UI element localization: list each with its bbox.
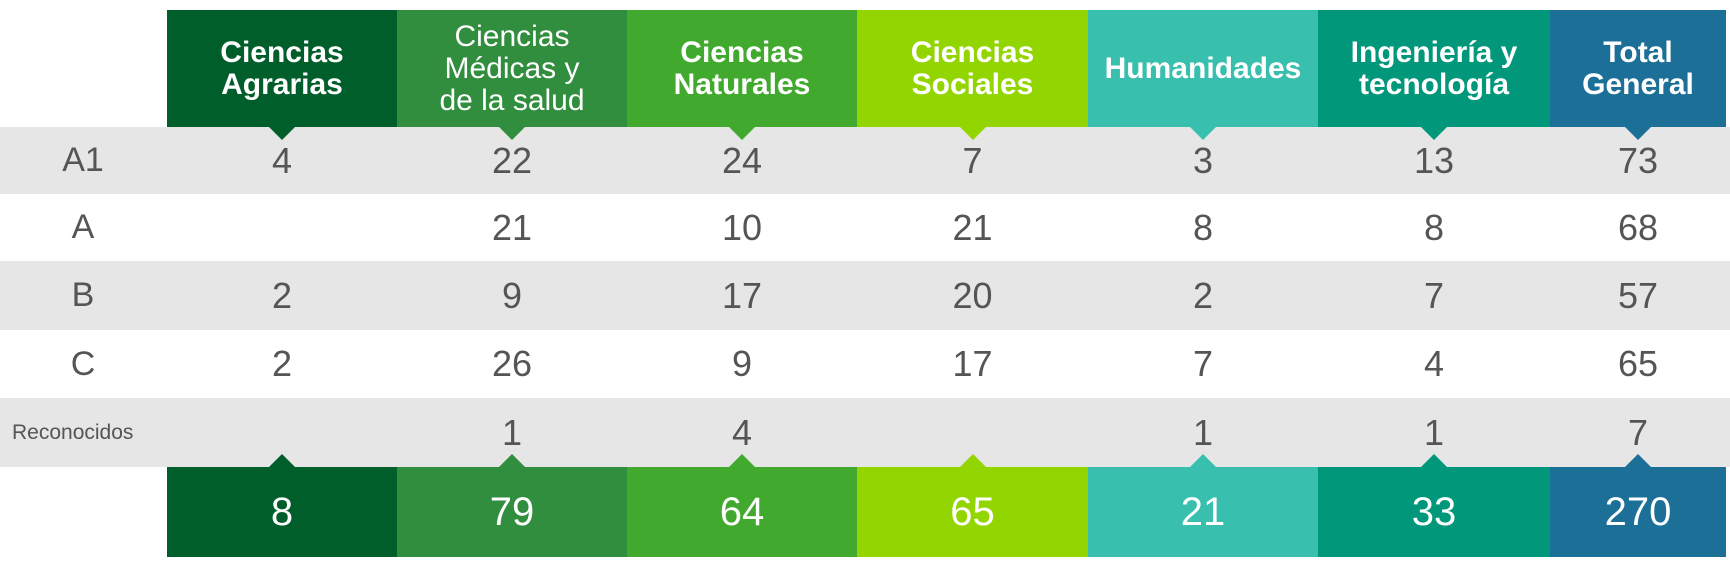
total-cell-6: 270 [1550, 454, 1726, 557]
total-value: 21 [1180, 489, 1226, 534]
up-arrow-icon [269, 454, 295, 467]
total-value: 64 [719, 489, 765, 534]
table-cell: 4 [731, 411, 753, 453]
table-cell: 73 [1617, 139, 1659, 181]
row-label: C [70, 344, 96, 383]
column-header-label: Ingeniería y tecnología [1350, 35, 1518, 101]
table-cell: 26 [491, 343, 533, 384]
total-cell-0: 8 [167, 454, 397, 557]
column-header-3: Ciencias Sociales [857, 10, 1088, 140]
up-arrow-icon [1421, 454, 1447, 467]
table-cell: 21 [491, 206, 533, 248]
table-cell: 1 [501, 411, 523, 453]
column-header-label: Ciencias Sociales [910, 35, 1035, 101]
table-cell: 7 [1192, 343, 1214, 384]
row-band-1 [0, 194, 1730, 261]
total-value: 8 [270, 489, 294, 534]
down-arrow-icon [1190, 127, 1216, 140]
table-cell: 2 [1192, 274, 1214, 316]
down-arrow-icon [499, 127, 525, 140]
table-cell: 8 [1192, 206, 1214, 248]
column-header-label: Ciencias Agrarias [220, 35, 344, 101]
total-cell-5: 33 [1318, 454, 1550, 557]
total-value: 33 [1411, 489, 1457, 534]
table-cell: 7 [1627, 411, 1649, 453]
table-cell: 4 [271, 139, 293, 181]
column-header-2: Ciencias Naturales [627, 10, 857, 140]
table-cell: 4 [1423, 343, 1445, 384]
table-cell: 21 [952, 206, 993, 248]
up-arrow-icon [959, 454, 986, 467]
table-cell: 22 [491, 139, 533, 181]
total-cell-3: 65 [857, 454, 1088, 557]
table-cell: 7 [1423, 274, 1445, 316]
row-label: Reconocidos [12, 420, 134, 444]
table-cell: 68 [1617, 206, 1659, 248]
table-cell: 2 [271, 343, 293, 384]
row-label: A [71, 208, 95, 246]
column-header-4: Humanidades [1088, 10, 1318, 140]
total-cell-1: 79 [397, 454, 627, 557]
table-cell: 17 [952, 343, 993, 384]
table-cell [167, 194, 397, 261]
table-cell: 1 [1423, 411, 1445, 453]
column-header-5: Ingeniería y tecnología [1318, 10, 1550, 140]
column-header-0: Ciencias Agrarias [167, 10, 397, 140]
table-cell: 9 [731, 343, 753, 384]
up-arrow-icon [499, 454, 525, 467]
row-band-2 [0, 261, 1730, 330]
down-arrow-icon [729, 127, 755, 140]
table-cell: 65 [1617, 343, 1659, 384]
total-value: 79 [489, 489, 535, 534]
row-label: A1 [62, 141, 104, 179]
row-label: B [71, 276, 95, 314]
down-arrow-icon [1421, 127, 1447, 140]
total-cell-2: 64 [627, 454, 857, 557]
column-header-6: Total General [1550, 10, 1726, 140]
total-value: 65 [950, 489, 995, 534]
table-cell: 13 [1413, 139, 1455, 181]
column-header-1: Ciencias Médicas y de la salud [397, 10, 627, 140]
row-band-3 [0, 330, 1730, 398]
table-cell: 2 [271, 274, 293, 316]
table-cell: 8 [1423, 206, 1445, 248]
table-cell: 17 [721, 274, 763, 316]
table-cell: 20 [952, 274, 993, 316]
down-arrow-icon [959, 127, 986, 140]
table-cell: 10 [721, 206, 763, 248]
table-cell: 57 [1617, 274, 1659, 316]
down-arrow-icon [1625, 127, 1651, 140]
total-cell-4: 21 [1088, 454, 1318, 557]
down-arrow-icon [269, 127, 295, 140]
column-header-label: Ciencias Naturales [673, 35, 811, 101]
total-value: 270 [1604, 489, 1672, 534]
table-cell: 9 [501, 274, 523, 316]
column-header-label: Humanidades [1104, 51, 1302, 85]
table-cell: 24 [721, 139, 763, 181]
table-cell: 7 [962, 139, 983, 181]
table-cell: 1 [1192, 411, 1214, 453]
up-arrow-icon [1625, 454, 1651, 467]
up-arrow-icon [1190, 454, 1216, 467]
table-cell: 3 [1192, 139, 1214, 181]
up-arrow-icon [729, 454, 755, 467]
column-header-label: Ciencias Médicas y de la salud [439, 19, 585, 117]
column-header-label: Total General [1582, 35, 1694, 101]
